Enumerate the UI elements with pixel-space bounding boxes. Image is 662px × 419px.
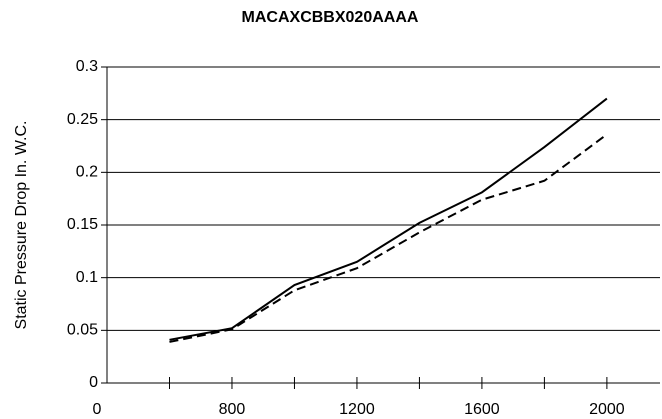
data-line bbox=[169, 133, 608, 343]
y-tick-label: 0 bbox=[89, 374, 98, 391]
y-tick-label: 0.15 bbox=[67, 216, 98, 233]
x-tick-label: 2000 bbox=[589, 401, 625, 418]
x-tick-label: 1200 bbox=[339, 401, 375, 418]
y-tick-label: 0.2 bbox=[76, 164, 98, 181]
chart-title: MACAXCBBX020AAAA bbox=[242, 9, 419, 26]
y-tick-label: 0.1 bbox=[76, 269, 98, 286]
x-tick-label: 800 bbox=[219, 401, 246, 418]
y-axis-label: Static Pressure Drop In. W.C. bbox=[13, 121, 30, 330]
x-origin-label: 0 bbox=[93, 401, 102, 418]
data-line bbox=[169, 97, 608, 341]
y-tick-label: 0.25 bbox=[67, 111, 98, 128]
x-tick-label: 1600 bbox=[464, 401, 500, 418]
y-tick-label: 0.05 bbox=[67, 322, 98, 339]
y-tick-label: 0.3 bbox=[76, 58, 98, 75]
